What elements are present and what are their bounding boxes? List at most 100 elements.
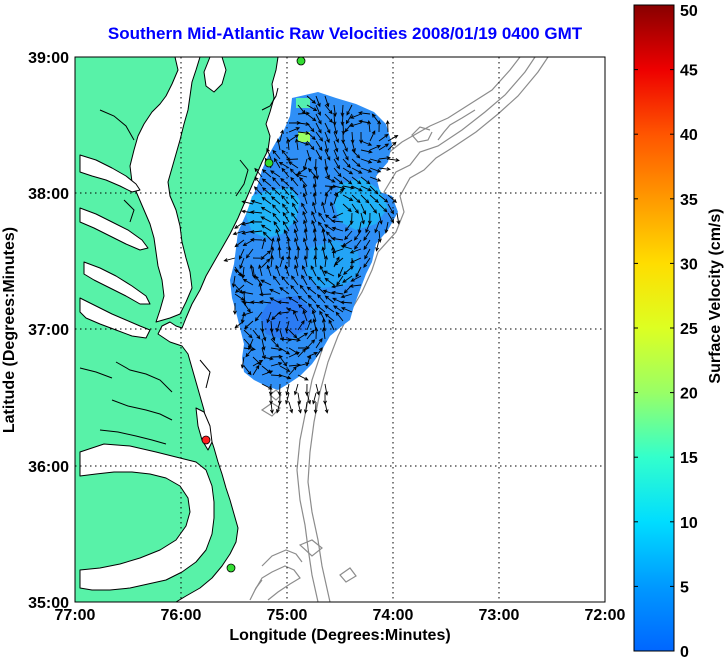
velocity-vector-arrow <box>369 176 382 182</box>
velocity-vector-arrow <box>350 275 362 282</box>
velocity-vector-arrow <box>294 237 299 250</box>
velocity-vector-arrow <box>315 304 326 313</box>
velocity-vector-arrow <box>363 257 371 269</box>
colorbar-tick-label: 45 <box>680 63 698 80</box>
velocity-vector-arrow <box>277 245 282 259</box>
velocity-vector-arrow <box>369 130 376 142</box>
velocity-vector-arrow <box>288 337 301 342</box>
velocity-vector-arrow <box>333 104 337 117</box>
velocity-vector-arrow <box>333 122 338 135</box>
velocity-vector-arrow <box>351 167 363 174</box>
velocity-vector-arrow <box>288 363 301 368</box>
velocity-vector-arrow <box>332 305 344 313</box>
velocity-vector-arrow <box>279 365 291 372</box>
velocity-vector-arrow <box>292 202 299 214</box>
velocity-vector-arrow <box>258 292 272 297</box>
velocity-vector-arrow <box>270 354 284 359</box>
velocity-vector-arrow <box>365 221 371 234</box>
velocity-vector-arrow <box>369 203 378 214</box>
velocity-vector-arrow <box>234 221 245 229</box>
velocity-vector-arrow <box>324 113 333 124</box>
velocity-vector-arrow <box>297 374 309 381</box>
velocity-vector-arrow <box>297 348 307 358</box>
velocity-vector-arrow <box>270 329 276 342</box>
velocity-vector-arrow <box>315 95 321 108</box>
velocity-vector-arrow <box>324 295 335 304</box>
velocity-vector-arrow <box>250 199 263 205</box>
velocity-vector-arrow <box>315 104 321 117</box>
velocity-vector-arrow <box>258 282 263 295</box>
velocity-vector-arrow <box>249 264 254 277</box>
velocity-vector-arrow <box>307 294 317 304</box>
velocity-vector-arrow <box>306 318 312 331</box>
velocity-vector-arrow <box>270 361 283 367</box>
velocity-vector-arrow <box>270 246 275 259</box>
delaware-bay <box>203 57 227 93</box>
velocity-vector-arrow <box>303 219 308 232</box>
velocity-vector-arrow <box>250 210 263 215</box>
velocity-vector-arrow <box>303 255 308 268</box>
velocity-vector-arrow <box>331 226 344 232</box>
velocity-vector-arrow <box>279 129 284 142</box>
velocity-vector-arrow <box>308 275 317 286</box>
velocity-vector-arrow <box>289 186 299 196</box>
velocity-vector-arrow <box>290 212 299 223</box>
velocity-vector-arrow <box>281 167 290 178</box>
velocity-vector-arrow <box>317 221 326 232</box>
velocity-vector-arrow <box>238 248 245 260</box>
velocity-vector-arrow <box>306 131 316 141</box>
velocity-vector-arrow <box>322 289 335 295</box>
velocity-vector-arrow <box>302 192 308 205</box>
velocity-vector-arrow <box>360 212 365 225</box>
y-tick-label: 36:00 <box>28 459 69 476</box>
velocity-vector-arrow <box>333 185 346 190</box>
velocity-vector-arrow <box>260 279 272 286</box>
velocity-vector-arrow <box>269 170 281 178</box>
velocity-vector-arrow <box>293 309 299 322</box>
velocity-vector-arrow <box>351 194 361 204</box>
velocity-vector-arrow <box>261 250 272 259</box>
velocity-vectors <box>223 95 401 415</box>
velocity-vector-arrow <box>286 138 291 151</box>
velocity-vector-arrow <box>315 131 324 142</box>
velocity-vector-arrow <box>244 320 254 330</box>
velocity-vector-arrow <box>285 392 290 405</box>
velocity-vector-arrow <box>371 113 380 124</box>
velocity-vector-arrow <box>313 245 318 259</box>
velocity-vector-arrow <box>311 309 317 322</box>
velocity-vector-arrow <box>302 210 308 223</box>
velocity-vector-arrow <box>290 194 299 205</box>
velocity-vector-arrow <box>261 196 272 205</box>
colorbar-label: Surface Velocity (cm/s) <box>707 208 724 383</box>
velocity-vector-arrow <box>306 95 317 104</box>
station-marker-red <box>201 435 211 445</box>
velocity-vector-arrow <box>369 145 382 151</box>
velocity-vector-arrow <box>344 221 353 232</box>
velocity-cell-fast <box>298 132 310 142</box>
velocity-vector-arrow <box>275 264 281 277</box>
velocity-vector-arrow <box>294 255 299 268</box>
radar-stations <box>201 57 306 573</box>
york-river <box>83 261 151 305</box>
y-tick-label: 37:00 <box>28 322 69 339</box>
velocity-vector-arrow <box>266 264 272 277</box>
velocity-vector-arrow <box>396 212 401 225</box>
velocity-vector-arrow <box>335 311 344 322</box>
velocity-vector-arrow <box>321 246 326 259</box>
velocity-vector-arrow <box>387 203 394 215</box>
james-river <box>79 297 151 339</box>
velocity-vector-arrow <box>241 200 254 205</box>
velocity-vector-arrow <box>375 239 380 252</box>
velocity-vector-arrow <box>288 365 297 376</box>
velocity-vector-arrow <box>299 176 308 187</box>
velocity-vector-arrow <box>279 337 292 342</box>
velocity-vector-arrow <box>331 284 344 289</box>
velocity-vector-arrow <box>377 119 382 133</box>
velocity-vector-arrow <box>360 158 373 164</box>
velocity-vector-arrow <box>324 95 330 108</box>
velocity-vector-arrow <box>234 239 245 248</box>
velocity-vector-arrow <box>333 167 342 178</box>
velocity-vector-arrow <box>322 327 326 340</box>
velocity-vector-arrow <box>301 274 308 286</box>
velocity-vector-arrow <box>294 138 299 151</box>
